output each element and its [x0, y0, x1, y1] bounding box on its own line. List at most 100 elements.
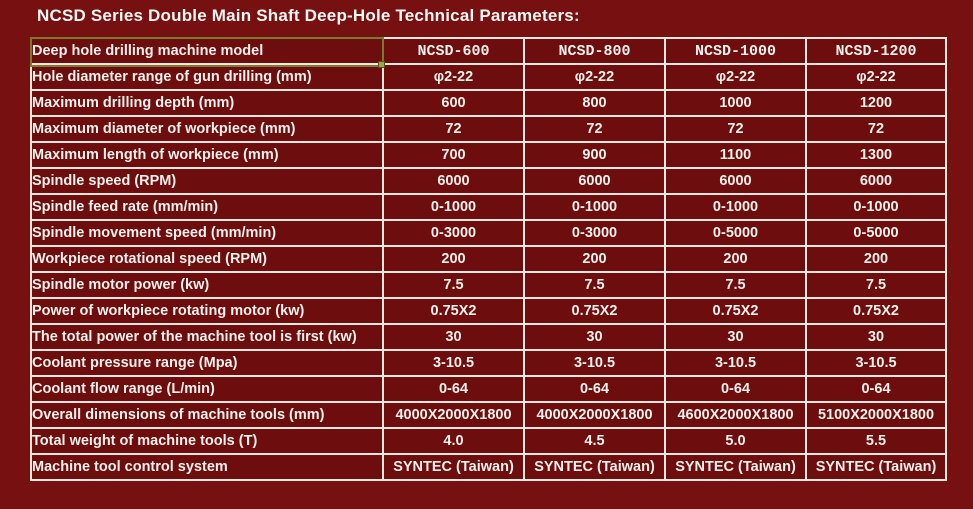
cell-value: 1300 [805, 141, 947, 169]
cell-value: 900 [523, 141, 666, 169]
cell-value: 0-3000 [523, 219, 666, 247]
cell-value: 30 [382, 323, 525, 351]
cell-value: 7.5 [382, 271, 525, 299]
spec-table-container: Deep hole drilling machine model NCSD-60… [30, 37, 947, 481]
row-label: Spindle speed (RPM) [30, 167, 384, 195]
table-row: Maximum length of workpiece (mm) 700 900 11… [30, 141, 947, 169]
cell-value: 6000 [805, 167, 947, 195]
row-label: Machine tool control system [30, 453, 384, 481]
cell-value: 0-5000 [664, 219, 807, 247]
cell-value: 5.5 [805, 427, 947, 455]
row-label: Coolant flow range (L/min) [30, 375, 384, 403]
row-label: Maximum length of workpiece (mm) [30, 141, 384, 169]
table-row: Machine tool control system SYNTEC (Taiwa… [30, 453, 947, 481]
row-label: Spindle feed rate (mm/min) [30, 193, 384, 221]
table-row: Maximum drilling depth (mm) 600 800 1000 120… [30, 89, 947, 117]
cell-value: 200 [382, 245, 525, 273]
cell-value: 4.5 [523, 427, 666, 455]
cell-value: 7.5 [664, 271, 807, 299]
cell-value: 72 [805, 115, 947, 143]
cell-value: 3-10.5 [382, 349, 525, 377]
cell-value: 0.75X2 [382, 297, 525, 325]
cell-value: 6000 [664, 167, 807, 195]
cell-value: 0-1000 [523, 193, 666, 221]
table-header-row: Deep hole drilling machine model NCSD-60… [30, 37, 947, 65]
cell-value: 5.0 [664, 427, 807, 455]
table-row: Total weight of machine tools (T) 4.0 4.5 5… [30, 427, 947, 455]
table-row: Overall dimensions of machine tools (mm)… [30, 401, 947, 429]
cell-value: 6000 [382, 167, 525, 195]
cell-value: 0-64 [382, 375, 525, 403]
cell-value: 800 [523, 89, 666, 117]
cell-value: 700 [382, 141, 525, 169]
cell-value: 0.75X2 [664, 297, 807, 325]
cell-value: 600 [382, 89, 525, 117]
row-label: Maximum drilling depth (mm) [30, 89, 384, 117]
cell-value: 0.75X2 [805, 297, 947, 325]
model-name-cell: NCSD-600 [382, 37, 525, 65]
cell-value: 5100X2000X1800 [805, 401, 947, 429]
cell-value: 0-1000 [805, 193, 947, 221]
cell-value: SYNTEC (Taiwan) [805, 453, 947, 481]
cell-value: 30 [664, 323, 807, 351]
cell-value: 0.75X2 [523, 297, 666, 325]
cell-value: 6000 [523, 167, 666, 195]
table-row: Hole diameter range of gun drilling (mm)… [30, 63, 947, 91]
model-header-cell-selected[interactable]: Deep hole drilling machine model [30, 37, 384, 65]
cell-value: φ2-22 [382, 63, 525, 91]
row-label: Coolant pressure range (Mpa) [30, 349, 384, 377]
cell-value: 200 [805, 245, 947, 273]
cell-value: φ2-22 [664, 63, 807, 91]
table-row: Spindle motor power (kw) 7.5 7.5 7.5 7.5 [30, 271, 947, 299]
row-label: Power of workpiece rotating motor (kw) [30, 297, 384, 325]
cell-value: 3-10.5 [664, 349, 807, 377]
cell-value: 4000X2000X1800 [523, 401, 666, 429]
cell-value: 0-1000 [664, 193, 807, 221]
cell-value: 0-64 [664, 375, 807, 403]
table-row: The total power of the machine tool is f… [30, 323, 947, 351]
page-title: NCSD Series Double Main Shaft Deep-Hole … [37, 6, 580, 25]
cell-selection-resize-handle[interactable] [378, 61, 385, 68]
cell-value: 4600X2000X1800 [664, 401, 807, 429]
model-name-cell: NCSD-1000 [664, 37, 807, 65]
model-name-cell: NCSD-1200 [805, 37, 947, 65]
cell-value: 4000X2000X1800 [382, 401, 525, 429]
row-label: Maximum diameter of workpiece (mm) [30, 115, 384, 143]
spec-table: Deep hole drilling machine model NCSD-60… [30, 37, 947, 481]
table-row: Spindle feed rate (mm/min) 0-1000 0-1000 0-… [30, 193, 947, 221]
row-label: Overall dimensions of machine tools (mm) [30, 401, 384, 429]
row-label: Spindle movement speed (mm/min) [30, 219, 384, 247]
table-row: Spindle movement speed (mm/min) 0-3000 0-3… [30, 219, 947, 247]
cell-value: 200 [664, 245, 807, 273]
cell-value: φ2-22 [523, 63, 666, 91]
cell-value: SYNTEC (Taiwan) [382, 453, 525, 481]
table-row: Coolant flow range (L/min) 0-64 0-64 0-64 0-… [30, 375, 947, 403]
cell-value: 0-64 [523, 375, 666, 403]
row-label: Hole diameter range of gun drilling (mm) [30, 63, 384, 91]
row-label: Workpiece rotational speed (RPM) [30, 245, 384, 273]
cell-value: 3-10.5 [805, 349, 947, 377]
cell-value: 30 [523, 323, 666, 351]
cell-value: 4.0 [382, 427, 525, 455]
cell-value: 30 [805, 323, 947, 351]
cell-value: 0-64 [805, 375, 947, 403]
cell-value: 72 [382, 115, 525, 143]
cell-value: 3-10.5 [523, 349, 666, 377]
cell-value: 200 [523, 245, 666, 273]
cell-value: 7.5 [805, 271, 947, 299]
cell-value: 0-1000 [382, 193, 525, 221]
table-row: Coolant pressure range (Mpa) 3-10.5 3-10.5… [30, 349, 947, 377]
table-row: Maximum diameter of workpiece (mm) 72 72 72… [30, 115, 947, 143]
row-label: Total weight of machine tools (T) [30, 427, 384, 455]
row-label: The total power of the machine tool is f… [30, 323, 384, 351]
cell-value: 0-5000 [805, 219, 947, 247]
cell-value: SYNTEC (Taiwan) [664, 453, 807, 481]
row-label: Spindle motor power (kw) [30, 271, 384, 299]
table-row: Power of workpiece rotating motor (kw) 0.… [30, 297, 947, 325]
cell-value: 7.5 [523, 271, 666, 299]
cell-value: 1100 [664, 141, 807, 169]
table-row: Spindle speed (RPM) 6000 6000 6000 6000 [30, 167, 947, 195]
cell-value: 1000 [664, 89, 807, 117]
cell-value: 1200 [805, 89, 947, 117]
cell-value: 72 [523, 115, 666, 143]
